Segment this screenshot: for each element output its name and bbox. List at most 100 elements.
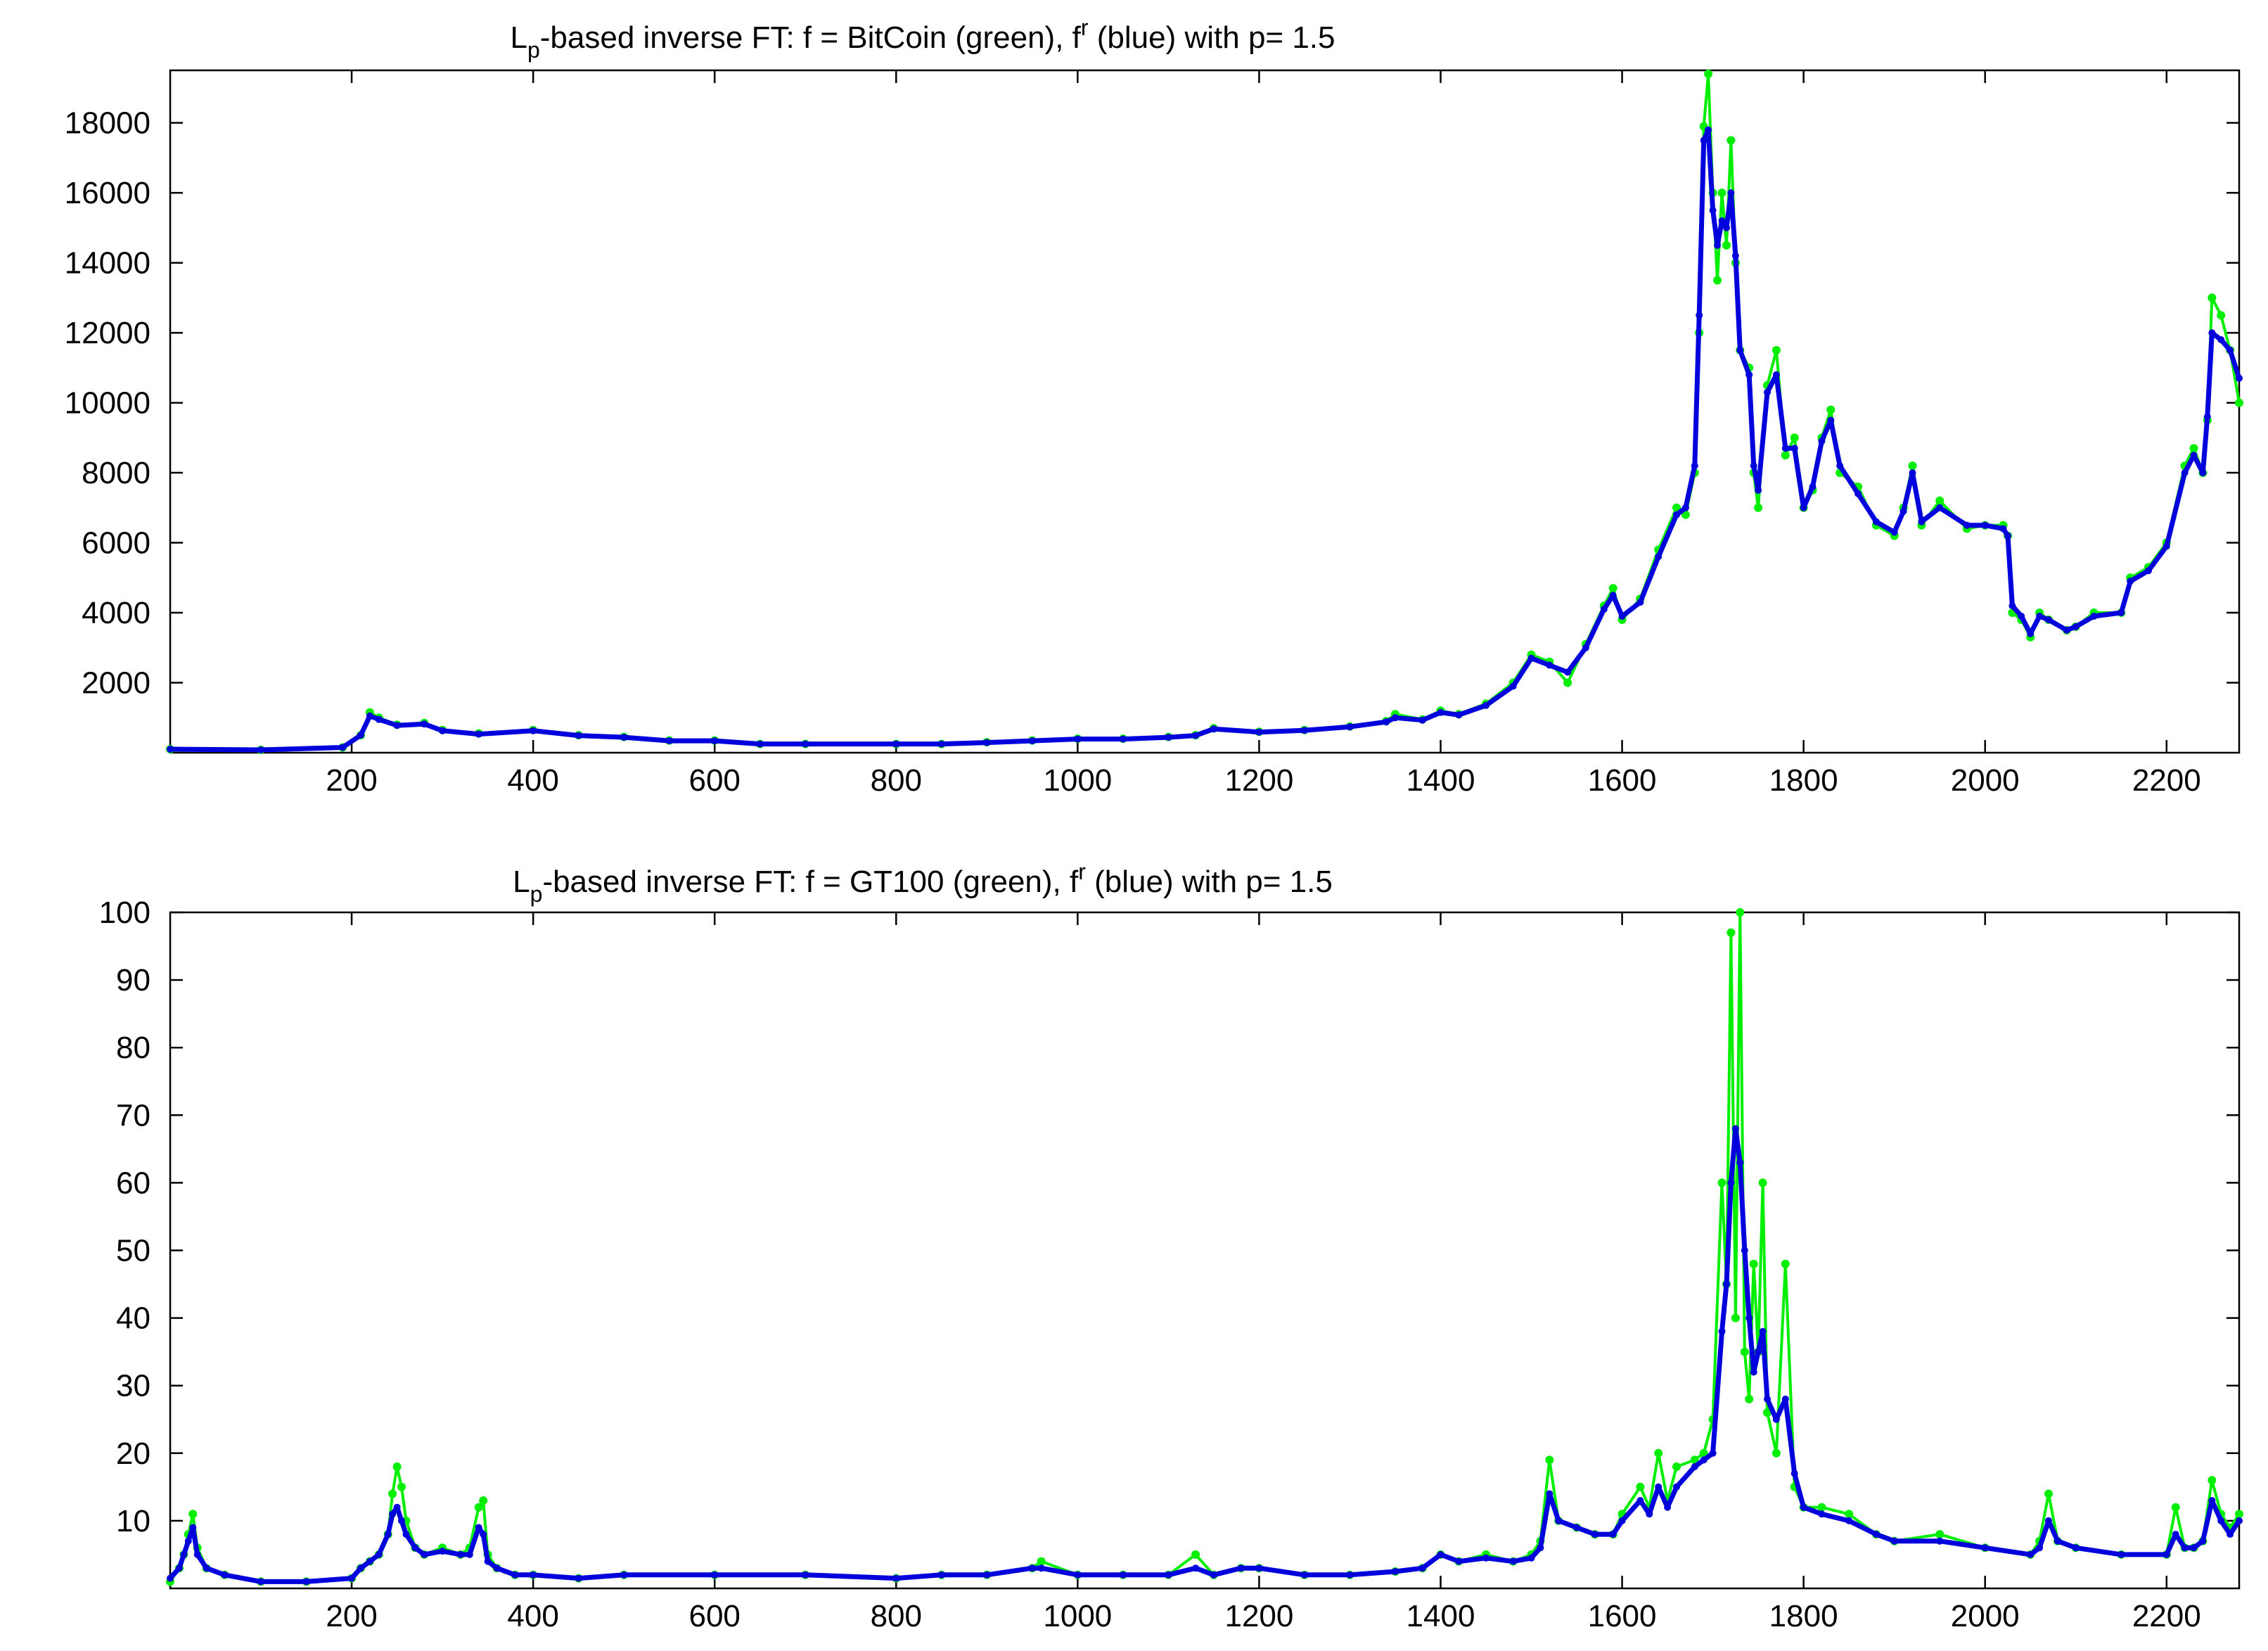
data-point-green: [2044, 1489, 2053, 1498]
title-middle: -based inverse FT: f = BitCoin (green), …: [540, 20, 1082, 55]
y-tick-label: 50: [116, 1234, 150, 1268]
data-point-green: [1731, 1313, 1740, 1322]
x-tick-label: 1800: [1769, 763, 1838, 798]
data-point-blue: [1074, 735, 1082, 743]
data-point-blue: [1192, 732, 1200, 739]
data-point-green: [479, 1496, 488, 1505]
axes-box: [169, 69, 2241, 754]
data-point-blue: [1872, 1531, 1880, 1538]
data-point-blue: [1636, 599, 1644, 606]
data-point-green: [1845, 1510, 1854, 1519]
data-point-blue: [2145, 567, 2152, 575]
x-tick-label: 2000: [1951, 763, 2020, 798]
data-point-blue: [2127, 578, 2134, 585]
data-point-blue: [892, 740, 900, 748]
data-point-green: [1908, 461, 1917, 471]
data-point-blue: [2208, 1497, 2216, 1505]
data-point-green: [1726, 136, 1736, 145]
data-point-blue: [1818, 1510, 1826, 1518]
data-point-green: [1749, 1259, 1758, 1268]
title-prefix: L: [513, 865, 530, 899]
data-point-green: [1717, 189, 1726, 198]
y-tick-label: 100: [99, 895, 150, 930]
data-point-green: [1672, 1462, 1681, 1471]
data-point-green: [1191, 1550, 1200, 1559]
data-point-blue: [1750, 1368, 1757, 1376]
data-point-blue: [1890, 528, 1898, 536]
x-tick-label: 1400: [1407, 1599, 1475, 1633]
data-point-blue: [1759, 1327, 1767, 1335]
data-point-blue: [1909, 469, 1916, 477]
gt100-chart-title: Lp-based inverse FT: f = GT100 (green), …: [513, 859, 1333, 907]
bitcoin-chart: Lp-based inverse FT: f = BitCoin (green)…: [65, 15, 2243, 798]
data-point-blue: [480, 1531, 487, 1538]
data-point-blue: [1455, 711, 1463, 719]
data-point-blue: [1028, 1564, 1036, 1572]
data-point-blue: [1600, 606, 1608, 613]
data-point-blue: [1609, 1531, 1617, 1538]
data-point-blue: [1890, 1537, 1898, 1545]
data-point-blue: [1582, 644, 1589, 651]
y-tick-label: 14000: [65, 246, 150, 281]
data-point-blue: [393, 1503, 401, 1511]
data-point-blue: [1981, 1544, 1989, 1552]
data-point-blue: [983, 739, 991, 746]
data-point-blue: [2236, 1517, 2243, 1524]
data-point-blue: [2045, 616, 2052, 623]
data-point-green: [2208, 1476, 2217, 1485]
data-point-blue: [1936, 504, 1944, 511]
title-suffix: (blue) with p= 1.5: [1089, 20, 1335, 55]
data-point-blue: [389, 1510, 397, 1518]
data-point-blue: [1800, 504, 1807, 511]
x-tick-label: 1600: [1588, 763, 1657, 798]
data-point-green: [1736, 908, 1745, 917]
data-point-green: [2217, 311, 2226, 320]
data-point-blue: [1731, 1125, 1739, 1133]
data-point-blue: [1709, 1449, 1717, 1457]
x-tick-label: 600: [688, 1599, 740, 1633]
data-point-blue: [2072, 623, 2080, 630]
y-tick-label: 10: [116, 1504, 150, 1538]
data-point-blue: [1745, 371, 1753, 378]
data-point-blue: [1509, 1557, 1517, 1565]
data-point-blue: [1736, 346, 1744, 354]
x-tick-label: 400: [507, 1599, 558, 1633]
data-point-green: [2235, 1510, 2243, 1519]
x-tick-label: 1600: [1588, 1599, 1657, 1633]
data-point-blue: [1418, 716, 1426, 724]
data-point-green: [1636, 1482, 1645, 1491]
data-point-blue: [398, 1517, 405, 1524]
x-tick-label: 1200: [1224, 1599, 1293, 1633]
y-tick-label: 8000: [82, 456, 150, 490]
y-tick-label: 2000: [82, 666, 150, 701]
data-point-green: [1699, 1448, 1708, 1458]
data-point-blue: [439, 1548, 447, 1555]
data-point-blue: [375, 1550, 383, 1558]
data-point-green: [2171, 1503, 2180, 1512]
data-point-blue: [393, 722, 401, 729]
data-point-blue: [1664, 1503, 1672, 1511]
title-middle: -based inverse FT: f = GT100 (green), f: [542, 865, 1079, 899]
data-point-green: [1608, 584, 1617, 593]
data-point-blue: [1809, 483, 1817, 490]
y-tick-label: 6000: [82, 526, 150, 561]
data-point-green: [1754, 503, 1763, 512]
data-point-green: [1935, 1530, 1945, 1539]
data-point-blue: [1527, 654, 1535, 662]
data-point-green: [1704, 70, 1713, 78]
x-tick-label: 200: [326, 1599, 377, 1633]
x-tick-label: 600: [688, 763, 740, 798]
data-point-blue: [1119, 735, 1127, 743]
data-point-blue: [357, 1564, 364, 1572]
data-point-blue: [1255, 1564, 1263, 1572]
data-point-blue: [2203, 413, 2211, 421]
y-tick-label: 40: [116, 1301, 150, 1336]
data-point-blue: [1509, 682, 1517, 690]
data-point-blue: [2190, 1544, 2198, 1552]
data-point-blue: [1731, 252, 1739, 260]
data-point-blue: [1655, 553, 1662, 561]
data-point-blue: [530, 1571, 537, 1579]
data-point-blue: [2054, 1537, 2061, 1545]
data-point-blue: [493, 1564, 501, 1572]
data-point-blue: [167, 746, 174, 753]
